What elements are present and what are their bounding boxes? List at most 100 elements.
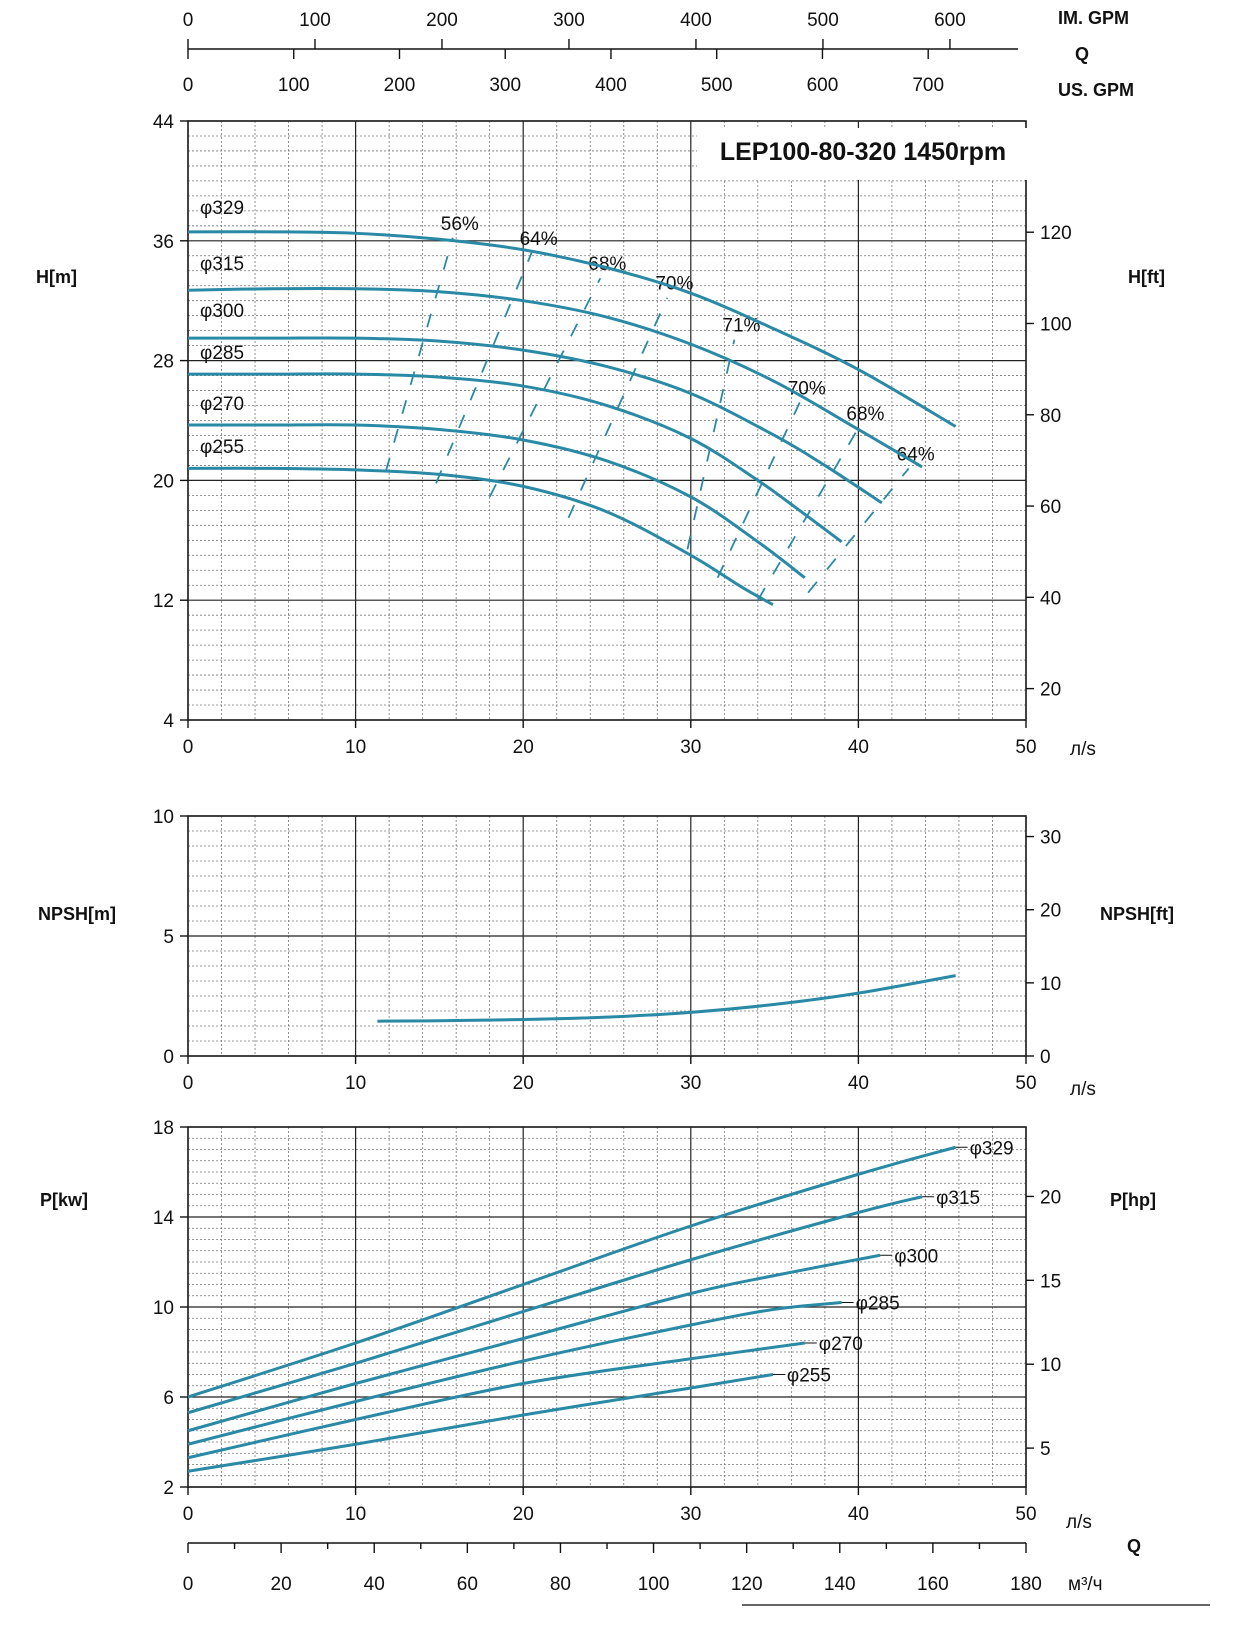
x-tick-label: 20: [513, 737, 534, 758]
x-tick-label: 10: [345, 1504, 366, 1525]
y-right-tick-label: 20: [1040, 1187, 1061, 1208]
efficiency-line: [384, 237, 454, 472]
us-gpm-label: US. GPM: [1058, 80, 1134, 100]
bottom-tick-label: 0: [183, 1574, 194, 1595]
x-tick-label: 50: [1015, 737, 1036, 758]
bottom-tick-label: 60: [457, 1574, 478, 1595]
curve-label: φ270: [200, 394, 244, 415]
bottom-axis-unit: м³/ч: [1068, 1574, 1103, 1595]
curve-d329: [187, 230, 957, 428]
npsh-chart: 0 5 10 0 10 20 30 0 10 20 30 40 50: [153, 807, 1061, 1094]
npsh-ylabel-right: NPSH[ft]: [1100, 904, 1174, 924]
x-tick-label: 30: [680, 1504, 701, 1525]
bottom-tick-label: 120: [731, 1574, 763, 1595]
efficiency-label: 56%: [441, 214, 479, 235]
x-tick-label: 10: [345, 737, 366, 758]
x-tick-label: 50: [1015, 1073, 1036, 1094]
curve-d300: [187, 1253, 881, 1433]
npsh-xlabel: л/s: [1070, 1079, 1096, 1100]
bottom-tick-label: 40: [364, 1574, 385, 1595]
y-tick-label: 10: [153, 807, 174, 828]
efficiency-label: 64%: [897, 444, 935, 465]
y-right-tick-label: 10: [1040, 974, 1061, 995]
bottom-tick-label: 140: [824, 1574, 856, 1595]
us-gpm-tick-label: 600: [807, 75, 839, 96]
im-gpm-tick-label: 300: [553, 10, 585, 31]
us-gpm-tick-label: 300: [489, 75, 521, 96]
y-tick-label: 6: [163, 1388, 174, 1409]
efficiency-label: 68%: [846, 404, 884, 425]
bottom-tick-label: 20: [271, 1574, 292, 1595]
im-gpm-tick-label: 100: [299, 10, 331, 31]
y-tick-label: 0: [163, 1047, 174, 1068]
efficiency-label: 71%: [722, 316, 760, 337]
y-right-tick-label: 15: [1040, 1271, 1061, 1292]
us-gpm-tick-label: 400: [595, 75, 627, 96]
y-right-tick-label: 10: [1040, 1355, 1061, 1376]
us-gpm-tick-label: 0: [183, 75, 194, 96]
efficiency-label: 70%: [788, 379, 826, 400]
x-tick-label: 0: [183, 1073, 194, 1094]
bottom-tick-label: 160: [917, 1574, 949, 1595]
bottom-tick-label: 100: [638, 1574, 670, 1595]
curve-label: φ315: [936, 1188, 980, 1209]
us-gpm-tick-label: 700: [912, 75, 944, 96]
curve-label: φ315: [200, 254, 244, 275]
x-tick-label: 40: [848, 737, 869, 758]
y-right-tick-label: 120: [1040, 223, 1072, 244]
curve-label: φ329: [200, 198, 244, 219]
top-flow-axes: 0 100 200 300 400 500 600 0 100 200 300 400 500 600 70…: [183, 10, 1018, 96]
chart-title: LEP100-80-320 1450rpm: [720, 138, 1006, 166]
power-chart: 2 6 10 14 18 5 10 15 20 0 10 20 30 40 50 φ329 φ315 φ300 φ2…: [153, 1118, 1061, 1525]
npsh-ylabel: NPSH[m]: [38, 904, 116, 924]
efficiency-label: 64%: [520, 229, 558, 250]
curve-d285: [188, 372, 843, 544]
us-gpm-tick-label: 500: [701, 75, 733, 96]
y-right-tick-label: 100: [1040, 314, 1072, 335]
power-xlabel: л/s: [1066, 1512, 1092, 1533]
x-tick-label: 20: [513, 1073, 534, 1094]
x-tick-label: 40: [848, 1073, 869, 1094]
bottom-tick-label: 180: [1010, 1574, 1042, 1595]
x-tick-label: 40: [848, 1504, 869, 1525]
curve-d300: [188, 336, 883, 505]
y-tick-label: 12: [153, 591, 174, 612]
y-right-tick-label: 60: [1040, 497, 1061, 518]
curve-label: φ285: [200, 343, 244, 364]
y-tick-label: 44: [153, 112, 175, 133]
x-tick-label: 50: [1015, 1504, 1036, 1525]
power-ylabel-right: P[hp]: [1110, 1190, 1156, 1210]
x-tick-label: 30: [680, 737, 701, 758]
efficiency-line: [686, 339, 736, 550]
y-right-tick-label: 80: [1040, 406, 1061, 427]
bottom-tick-label: 80: [550, 1574, 571, 1595]
efficiency-line: [807, 467, 910, 594]
x-tick-label: 0: [183, 1504, 194, 1525]
y-tick-label: 28: [153, 352, 174, 373]
x-tick-label: 10: [345, 1073, 366, 1094]
y-right-tick-label: 0: [1040, 1047, 1051, 1068]
bottom-q-label: Q: [1127, 1536, 1141, 1556]
im-gpm-tick-label: 500: [807, 10, 839, 31]
x-tick-label: 30: [680, 1073, 701, 1094]
title-box: [697, 128, 1030, 180]
curve-label: φ255: [787, 1366, 831, 1387]
us-gpm-tick-label: 200: [384, 75, 416, 96]
y-right-tick-label: 5: [1040, 1439, 1051, 1460]
curve-d270: [188, 423, 806, 579]
y-tick-label: 5: [163, 927, 174, 948]
efficiency-line: [716, 402, 801, 579]
y-tick-label: 14: [153, 1208, 175, 1229]
head-chart: 4 12 20 28 36 44 20 40 60 80 100 120 0 10 20 30 40 50 56% 6…: [153, 112, 1072, 758]
im-gpm-label: IM. GPM: [1058, 8, 1129, 28]
im-gpm-tick-label: 0: [183, 10, 194, 31]
curve-d270: [187, 1341, 805, 1460]
y-right-tick-label: 20: [1040, 901, 1061, 922]
head-ylabel-right: H[ft]: [1128, 267, 1165, 287]
y-tick-label: 2: [163, 1478, 174, 1499]
curve-d255: [187, 1373, 774, 1473]
curve-d315: [187, 1195, 923, 1415]
head-ylabel: H[m]: [36, 267, 77, 287]
top-q-label: Q: [1075, 44, 1089, 64]
y-right-tick-label: 40: [1040, 588, 1061, 609]
